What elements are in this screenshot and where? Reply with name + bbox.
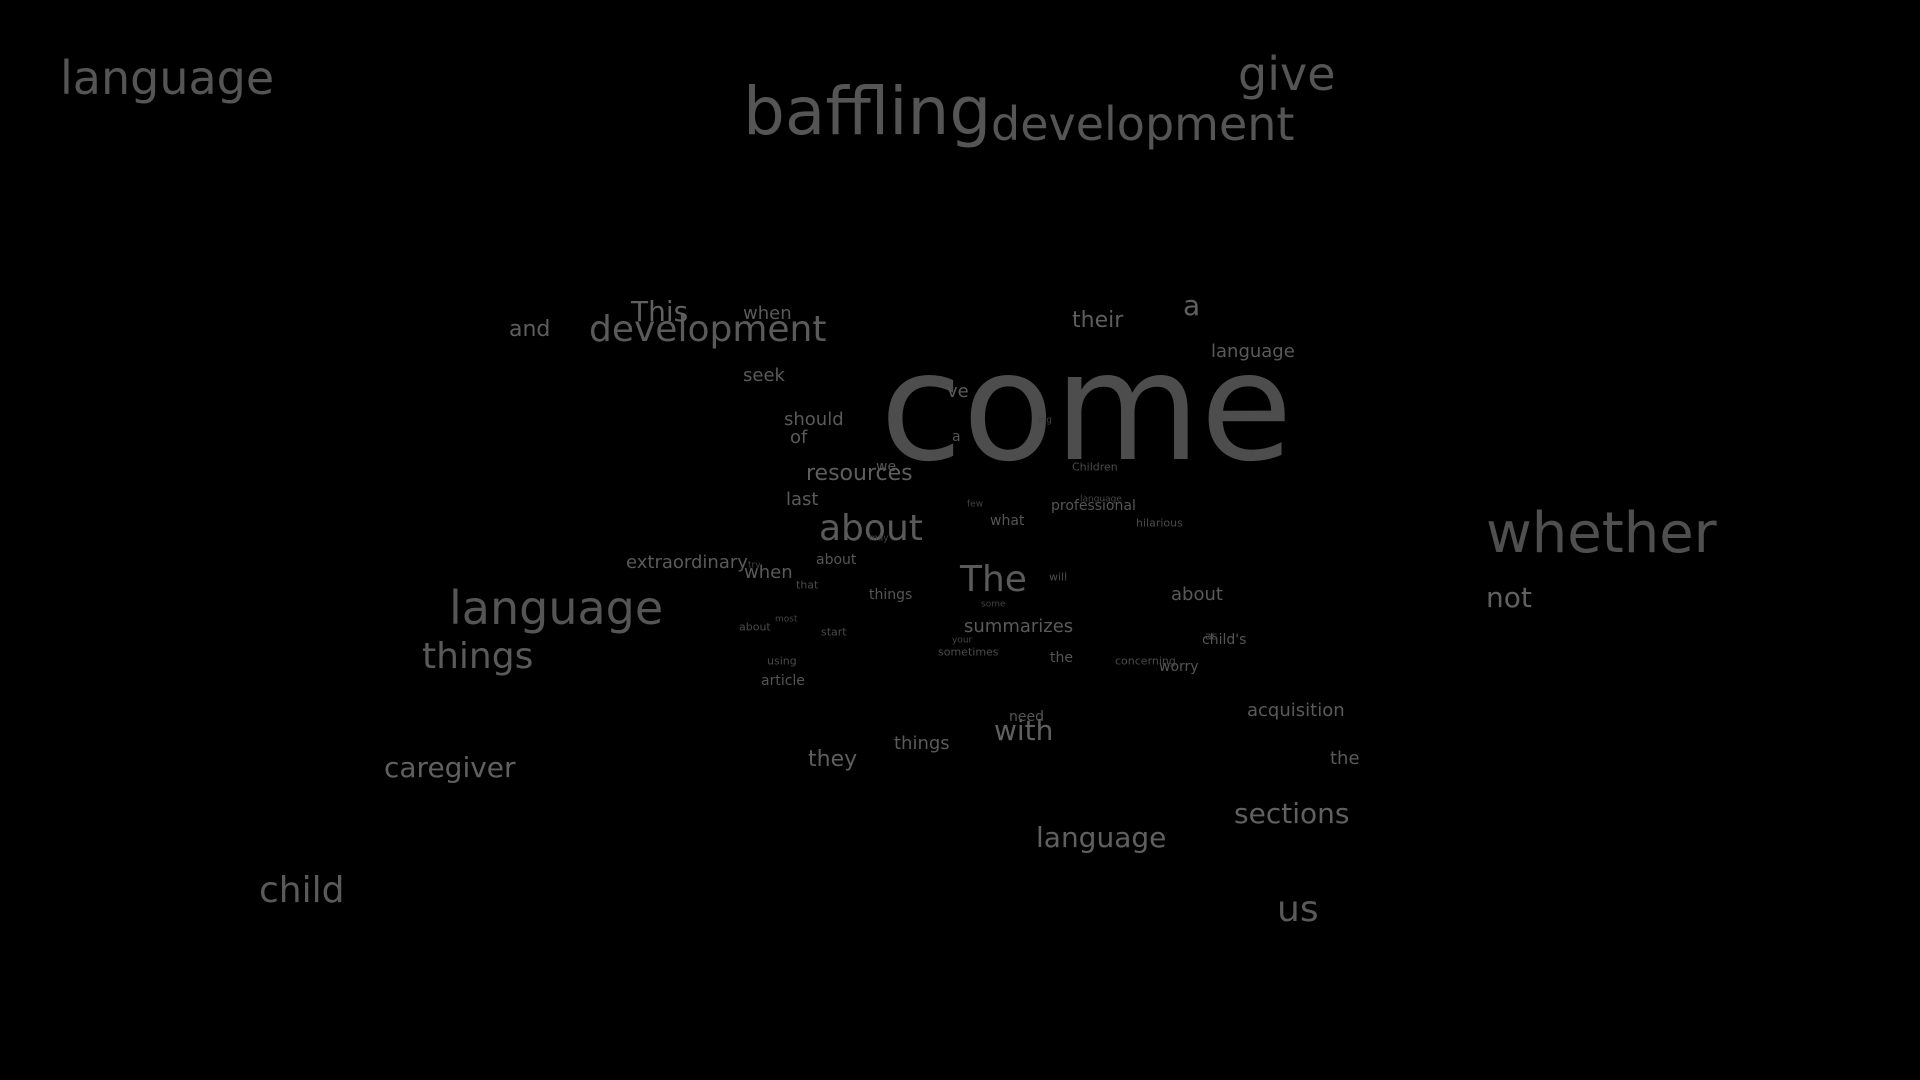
word-some: some xyxy=(981,599,1006,610)
word-This: This xyxy=(631,295,689,328)
word-using: using xyxy=(767,654,797,668)
word-language: language xyxy=(60,51,275,105)
word-hilarious: hilarious xyxy=(1136,516,1183,530)
word-seek: seek xyxy=(743,365,785,386)
word-language: language xyxy=(1036,821,1167,854)
word-their: their xyxy=(1072,308,1124,333)
word-the: the xyxy=(1050,650,1073,666)
word-last: last xyxy=(786,489,819,510)
word-things: things xyxy=(894,733,950,754)
word-ing: ing xyxy=(1038,415,1052,426)
word-whether: whether xyxy=(1486,501,1717,566)
word-we: we xyxy=(876,459,897,475)
word-concerning: concerning xyxy=(1115,654,1176,668)
word-article: article xyxy=(761,673,805,689)
word-sections: sections xyxy=(1234,797,1350,830)
word-with: with xyxy=(994,714,1054,747)
word-when: when xyxy=(743,303,792,324)
word-and: and xyxy=(509,317,551,342)
word-about: about xyxy=(816,552,857,568)
word-a: a xyxy=(952,429,961,445)
word-not: not xyxy=(1486,581,1532,614)
word-worry: worry xyxy=(1159,659,1199,675)
word-they: they xyxy=(808,747,858,772)
word-about: about xyxy=(739,620,771,634)
word-your: your xyxy=(952,635,973,646)
word-as: as xyxy=(1205,629,1218,643)
word-acquisition: acquisition xyxy=(1247,700,1345,721)
word-will: will xyxy=(1049,570,1068,584)
word-that: that xyxy=(796,578,819,592)
word-caregiver: caregiver xyxy=(384,751,516,784)
word-give: give xyxy=(1238,47,1336,101)
word-us: us xyxy=(1277,889,1319,930)
word-few: few xyxy=(967,499,984,510)
word-child's: child's xyxy=(1202,632,1247,648)
word-when: when xyxy=(744,562,793,583)
word-things: things xyxy=(422,636,534,677)
word-ve: ve xyxy=(947,381,969,402)
word-of: of xyxy=(790,427,808,448)
word-language: language xyxy=(1211,341,1295,362)
word-child: child xyxy=(259,870,345,911)
word-language: language xyxy=(1080,494,1122,505)
word-development: development xyxy=(991,97,1295,151)
word-about: about xyxy=(819,508,923,549)
word-a: a xyxy=(1183,289,1201,322)
word-baffling: baffling xyxy=(743,73,992,150)
word-sometimes: sometimes xyxy=(938,645,999,659)
word-about: about xyxy=(1171,584,1223,605)
word-The: The xyxy=(960,559,1027,600)
word-resources: resources xyxy=(806,461,913,486)
word-most: most xyxy=(775,614,798,625)
word-should: should xyxy=(784,409,844,430)
word-try: try xyxy=(748,560,761,571)
word-what: what xyxy=(990,513,1025,529)
word-development: development xyxy=(589,309,827,350)
word-extraordinary: extraordinary xyxy=(626,552,748,573)
word-start: start xyxy=(821,625,847,639)
word-things: things xyxy=(869,587,913,603)
word-summarizes: summarizes xyxy=(964,616,1074,637)
word-Children: Children xyxy=(1072,460,1118,474)
word-need: need xyxy=(1009,709,1044,725)
word-come: come xyxy=(880,321,1293,495)
word-may: may xyxy=(869,533,889,544)
word-professional: professional xyxy=(1051,498,1136,514)
word-language: language xyxy=(449,581,664,635)
word-the: the xyxy=(1330,748,1360,769)
